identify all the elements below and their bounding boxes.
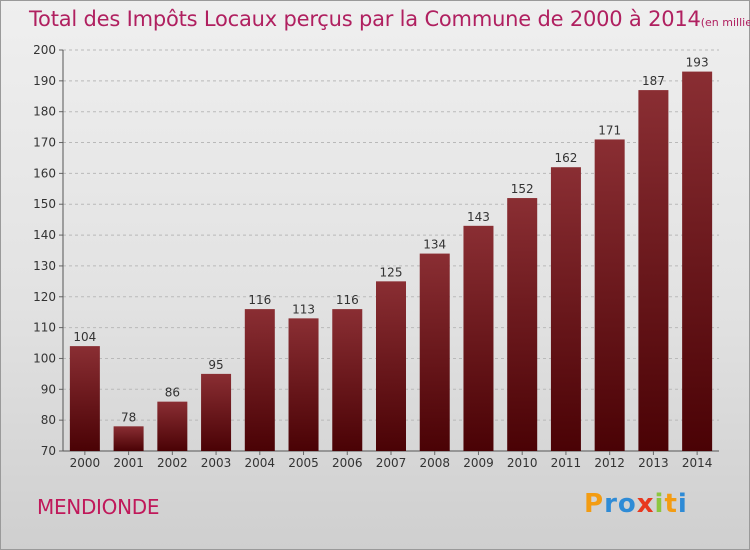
y-tick-label: 110 [33,321,56,335]
bar [69,346,100,451]
bar-value-label: 171 [598,123,621,137]
x-tick-label: 2012 [594,456,625,470]
brand-letter: x [636,489,655,519]
y-tick-label: 130 [33,259,56,273]
brand-letter: t [664,489,678,519]
bar-value-label: 125 [380,265,403,279]
bar-value-label: 104 [73,330,96,344]
bar [463,225,494,451]
y-tick-label: 80 [41,413,56,427]
brand-letter: P [584,489,605,519]
y-tick-label: 70 [41,444,56,458]
bar [332,309,363,451]
bar [376,281,406,451]
bar-value-label: 116 [248,293,271,307]
y-tick-label: 100 [33,351,56,365]
bar [201,373,232,451]
bar-value-label: 162 [554,151,577,165]
bar [113,426,144,451]
bar-value-label: 134 [423,238,446,252]
y-tick-label: 160 [33,166,56,180]
x-tick-label: 2004 [245,456,276,470]
x-tick-label: 2007 [376,456,407,470]
bar-value-label: 113 [292,302,315,316]
brand-letter: r [604,489,618,519]
bar [288,318,319,451]
x-tick-label: 2010 [507,456,538,470]
bar-value-label: 116 [336,293,359,307]
chart-subtitle: (en milliers d'€) [700,16,750,29]
x-tick-label: 2001 [113,456,144,470]
bar [419,253,450,451]
bar [157,401,188,451]
y-tick-label: 150 [33,197,56,211]
x-tick-label: 2011 [551,456,582,470]
bar-value-label: 193 [686,56,709,70]
bar-value-label: 152 [511,182,534,196]
y-tick-label: 170 [33,136,56,150]
bar-value-label: 95 [208,358,223,372]
x-tick-label: 2006 [332,456,363,470]
y-tick-label: 140 [33,228,56,242]
x-tick-label: 2008 [419,456,450,470]
x-tick-label: 2005 [288,456,319,470]
bar [507,198,538,451]
x-tick-label: 2003 [201,456,232,470]
bar-value-label: 143 [467,210,490,224]
brand-letter: o [617,489,637,519]
commune-name: MENDIONDE [37,495,160,519]
bar [682,71,713,451]
bar [550,167,581,451]
x-tick-label: 2013 [638,456,669,470]
x-tick-label: 2009 [463,456,494,470]
x-tick-label: 2000 [70,456,101,470]
chart-title-group: Total des Impôts Locaux perçus par la Co… [29,7,750,31]
y-tick-label: 120 [33,290,56,304]
y-tick-label: 200 [33,43,56,57]
y-tick-label: 190 [33,74,56,88]
bar-value-label: 78 [121,410,136,424]
bar [594,139,625,451]
y-tick-label: 90 [41,382,56,396]
y-tick-label: 180 [33,105,56,119]
x-tick-label: 2002 [157,456,188,470]
bar-value-label: 86 [165,386,180,400]
x-tick-label: 2014 [682,456,713,470]
chart-title: Total des Impôts Locaux perçus par la Co… [29,7,701,31]
bar-value-label: 187 [642,74,665,88]
brand-letter: i [677,489,688,519]
bar [638,90,669,451]
brand-letter: i [654,489,665,519]
brand-logo: Proxiti [584,489,688,519]
bar [244,309,275,451]
